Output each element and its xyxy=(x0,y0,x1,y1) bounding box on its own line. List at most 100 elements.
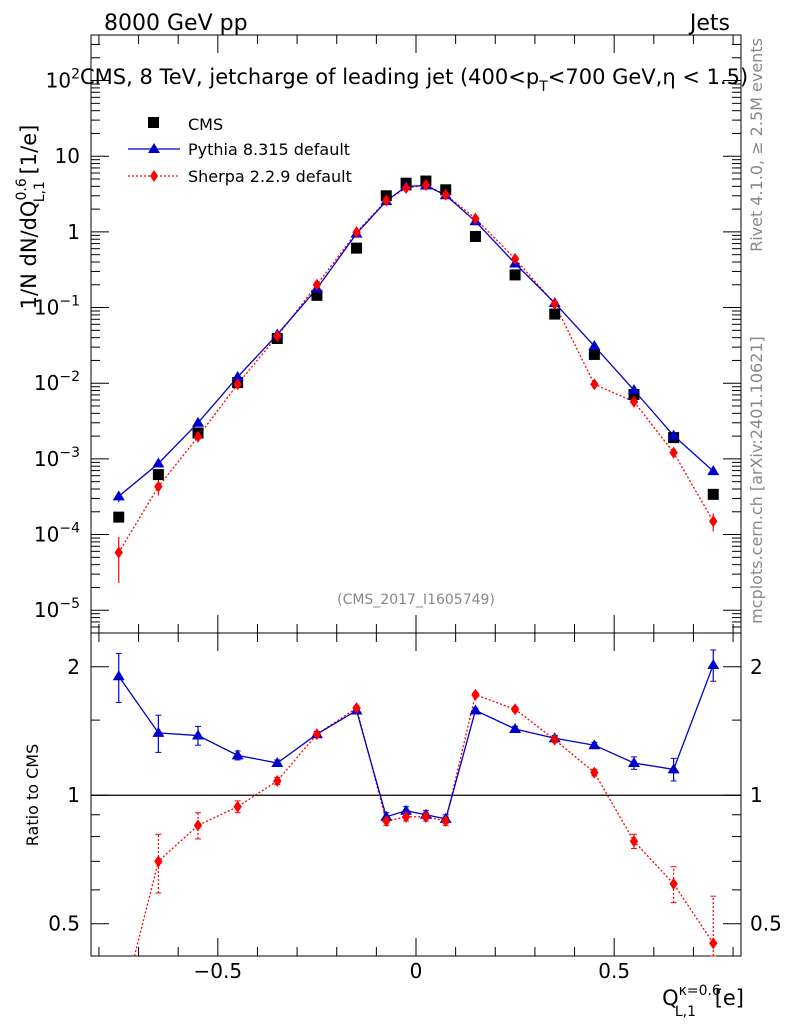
main-sherpa-point xyxy=(550,297,559,310)
header-left-label: 8000 GeV pp xyxy=(104,11,248,36)
ratio-sherpa-point xyxy=(421,810,431,823)
main-sherpa-point xyxy=(233,378,242,391)
ratio-pythia-point xyxy=(192,729,205,740)
main-y-tick-label: 10−3 xyxy=(34,445,80,471)
ratio-sherpa-line xyxy=(133,693,714,957)
main-sherpa-point xyxy=(352,226,361,239)
main-sherpa-point xyxy=(312,278,322,291)
main-sherpa-line xyxy=(118,184,714,553)
ratio-pythia-point xyxy=(112,670,125,681)
legend: CMS Pythia 8.315 default Sherpa 2.2.9 de… xyxy=(128,115,352,186)
ratio-y-tick-label: 2 xyxy=(67,655,80,679)
ratio-y-tick-label-right: 2 xyxy=(750,655,763,679)
main-cms-point xyxy=(469,230,481,242)
ratio-sherpa-point xyxy=(382,815,391,828)
main-sherpa-point xyxy=(629,395,639,408)
main-pythia-point xyxy=(112,490,125,501)
ratio-sherpa-point xyxy=(154,855,163,868)
ratio-sherpa-point xyxy=(233,800,242,813)
ratio-pythia-point xyxy=(271,757,284,768)
main-y-tick-label: 10−1 xyxy=(34,294,80,320)
ratio-y-tick-label-right: 1 xyxy=(750,783,763,807)
main-cms-point xyxy=(549,308,561,320)
main-cms-point xyxy=(113,511,125,523)
main-cms-point xyxy=(351,242,363,254)
ratio-sherpa-point xyxy=(590,766,599,779)
main-pythia-point xyxy=(588,340,601,351)
main-y-tick-label: 1 xyxy=(67,220,80,244)
ratio-sherpa-point xyxy=(510,703,520,716)
x-tick-label: 0.5 xyxy=(598,959,630,983)
main-sherpa-point xyxy=(471,212,480,225)
mcplots-label: mcplots.cern.ch [arXiv:2401.10621] xyxy=(747,336,766,624)
main-sherpa-point xyxy=(382,194,391,207)
main-sherpa-point xyxy=(709,515,718,528)
chart-title: CMS, 8 TeV, jetcharge of leading jet (40… xyxy=(80,65,748,95)
main-sherpa-point xyxy=(273,330,282,343)
legend-pythia-marker xyxy=(148,143,160,153)
main-cms-point xyxy=(311,289,323,301)
ratio-pythia-line xyxy=(118,664,714,820)
main-y-tick-label: 102 xyxy=(46,67,80,93)
marks-layer xyxy=(112,175,720,957)
main-y-tick-label: 10−2 xyxy=(34,369,80,395)
analysis-watermark: (CMS_2017_I1605749) xyxy=(337,592,495,608)
ratio-sherpa-point xyxy=(401,810,411,823)
x-axis-label: Qκ=0.6 L,1 [e] xyxy=(662,983,744,1020)
ratio-sherpa-point xyxy=(669,877,678,890)
ratio-sherpa-point xyxy=(193,819,203,832)
ratio-plot-frame xyxy=(90,632,742,957)
main-sherpa-point xyxy=(590,378,599,391)
main-sherpa-point xyxy=(114,546,123,559)
ratio-pythia-point xyxy=(707,658,720,669)
x-tick-label: 0 xyxy=(410,959,423,983)
ratio-sherpa-point xyxy=(352,702,361,715)
ratio-pythia-point xyxy=(231,749,244,760)
legend-sherpa-marker xyxy=(150,170,158,182)
ratio-sherpa-point xyxy=(550,733,559,746)
main-pythia-point xyxy=(667,429,680,440)
main-sherpa-point xyxy=(193,430,203,443)
ratio-y-tick-label: 0.5 xyxy=(48,912,80,936)
main-y-tick-label: 10 xyxy=(55,144,80,168)
main-cms-point xyxy=(707,488,719,500)
ratio-pythia-point xyxy=(667,763,680,774)
ratio-sherpa-point xyxy=(709,937,718,950)
main-pythia-point xyxy=(627,384,640,395)
ratio-sherpa-point xyxy=(629,835,639,848)
main-cms-point xyxy=(628,388,640,400)
main-pythia-point xyxy=(707,465,720,476)
ratio-pythia-point xyxy=(509,722,522,733)
ratio-pythia-point xyxy=(627,757,640,768)
legend-sherpa-label: Sherpa 2.2.9 default xyxy=(188,167,352,186)
main-sherpa-point xyxy=(401,182,411,195)
legend-cms-marker xyxy=(148,117,159,128)
ratio-pythia-point xyxy=(400,804,413,815)
main-pythia-point xyxy=(231,370,244,381)
main-y-tick-label: 10−5 xyxy=(34,596,80,622)
main-pythia-line xyxy=(118,184,714,497)
ratio-pythia-point xyxy=(588,739,601,750)
legend-pythia-label: Pythia 8.315 default xyxy=(188,140,350,159)
main-sherpa-point xyxy=(510,252,520,265)
ratio-pythia-point xyxy=(152,726,165,737)
ratio-sherpa-point xyxy=(312,728,322,741)
main-cms-point xyxy=(588,348,600,360)
ratio-y-axis-label: Ratio to CMS xyxy=(23,744,42,846)
ratio-y-tick-label-right: 0.5 xyxy=(750,912,782,936)
rivet-version-label: Rivet 4.1.0, ≥ 2.5M events xyxy=(747,38,766,252)
main-sherpa-point xyxy=(441,188,450,201)
main-sherpa-point xyxy=(154,480,163,493)
ratio-sherpa-point xyxy=(471,688,480,701)
main-y-axis-label: 1/N dN/dQ0.6 L,1 [1/e] xyxy=(14,125,48,310)
main-sherpa-point xyxy=(421,179,431,192)
legend-cms-label: CMS xyxy=(188,115,223,134)
ratio-sherpa-point xyxy=(441,815,450,828)
main-cms-point xyxy=(152,469,164,481)
main-pythia-point xyxy=(152,457,165,468)
x-tick-label: −0.5 xyxy=(194,959,243,983)
header-right-label: Jets xyxy=(688,11,730,36)
main-pythia-point xyxy=(192,416,205,427)
ratio-y-tick-label: 1 xyxy=(67,783,80,807)
